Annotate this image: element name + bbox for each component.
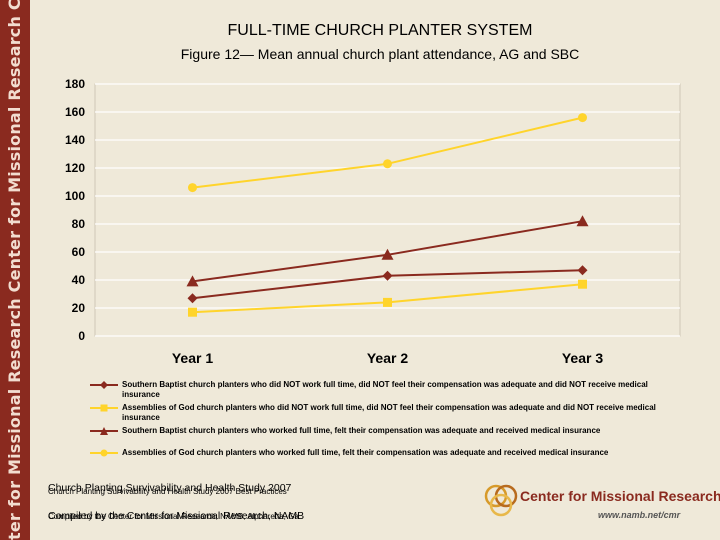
y-tick-label: 60 <box>72 245 86 259</box>
legend-label: Southern Baptist church planters who wor… <box>122 426 601 435</box>
x-tick-label: Year 1 <box>172 350 213 366</box>
legend-label: Assemblies of God church planters who di… <box>122 403 656 422</box>
data-point-triangle <box>576 215 589 227</box>
data-point-circle <box>188 183 197 193</box>
series-line-circle <box>192 116 583 189</box>
data-point-square <box>188 307 197 317</box>
compiled-note-overlay: Compiled by the Center for Missional Res… <box>48 512 301 521</box>
legend-label: Assemblies of God church planters who wo… <box>122 448 609 457</box>
chart-subtitle: Figure 12— Mean annual church plant atte… <box>180 46 580 62</box>
y-tick-label: 180 <box>65 77 85 91</box>
legend-item: Southern Baptist church planters who wor… <box>90 426 680 436</box>
line-chart: 0 20 40 60 80 100 120 140 160 180 Year 1 Year 2 Year… <box>65 77 681 366</box>
legend-marker <box>100 449 108 457</box>
y-tick-label: 120 <box>65 161 85 175</box>
y-tick-label: 0 <box>78 329 85 343</box>
y-tick-label: 80 <box>72 217 86 231</box>
x-tick-label: Year 2 <box>367 350 408 366</box>
data-point-diamond <box>187 293 198 304</box>
side-banner: ter for Missional Research Center for Mi… <box>0 0 30 540</box>
x-tick-label: Year 3 <box>562 350 603 366</box>
data-point-diamond <box>382 270 393 281</box>
logo-text: Center for Missional Research <box>520 488 720 504</box>
legend-item: Assemblies of God church planters who di… <box>90 403 680 423</box>
legend-item: Southern Baptist church planters who did… <box>90 380 680 400</box>
compiled-note: Compiled by the Center for Missional Res… <box>48 510 305 522</box>
data-point-square <box>578 279 587 289</box>
legend-marker <box>100 404 108 412</box>
logo-url: www.namb.net/cmr <box>598 510 681 520</box>
cmr-logo: Center for Missional Research www.namb.n… <box>480 480 720 530</box>
legend-marker <box>100 427 108 435</box>
page-title: FULL-TIME CHURCH PLANTER SYSTEM <box>227 22 533 39</box>
source-note: Church Planting Survivability and Health… <box>48 482 292 494</box>
legend-label: Southern Baptist church planters who did… <box>122 380 648 399</box>
y-tick-label: 140 <box>65 133 85 147</box>
source-note-overlay: Church Planting Survivability and Health… <box>48 487 287 496</box>
data-point-circle <box>383 159 392 169</box>
y-tick-label: 20 <box>72 301 86 315</box>
data-point-circle <box>578 113 587 123</box>
legend-marker <box>100 381 108 389</box>
y-tick-label: 100 <box>65 189 85 203</box>
legend-swatch-diamond <box>90 381 118 389</box>
legend-swatch-square <box>90 404 118 412</box>
data-point-triangle <box>381 248 394 260</box>
chart-legend: Southern Baptist church planters who did… <box>90 380 680 461</box>
data-point-square <box>383 297 392 307</box>
legend-swatch-circle <box>90 449 118 457</box>
y-tick-label: 40 <box>72 273 86 287</box>
data-point-diamond <box>577 265 588 276</box>
data-point-triangle <box>186 275 199 287</box>
legend-swatch-triangle <box>90 427 118 435</box>
legend-item: Assemblies of God church planters who wo… <box>90 448 680 458</box>
rings-logo-icon <box>484 484 518 517</box>
y-tick-label: 160 <box>65 105 85 119</box>
